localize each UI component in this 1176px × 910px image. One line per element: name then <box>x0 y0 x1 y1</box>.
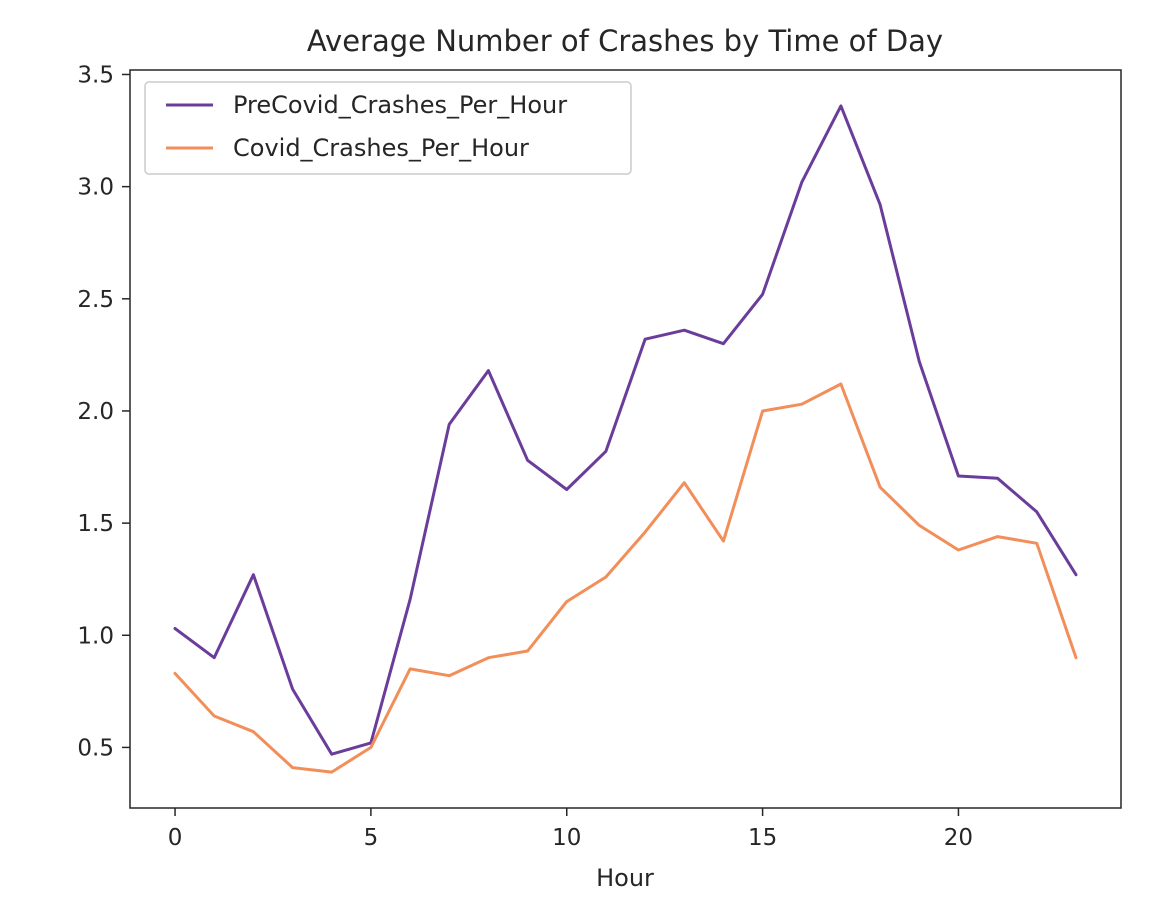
y-tick-label: 0.5 <box>77 735 114 761</box>
series-line-1 <box>173 382 1078 774</box>
y-tick-label: 3.5 <box>77 62 114 88</box>
x-tick-label: 0 <box>168 825 183 851</box>
y-tick-label: 1.5 <box>77 511 114 537</box>
y-tick-label: 2.5 <box>77 287 114 313</box>
legend-box <box>144 81 632 175</box>
chart-title: Average Number of Crashes by Time of Day <box>307 24 943 58</box>
y-tick-label: 3.0 <box>77 175 114 201</box>
x-tick-label: 10 <box>552 825 581 851</box>
x-axis-ticks: 0 5 10 15 20 <box>168 808 973 851</box>
legend-label-covid: Covid_Crashes_Per_Hour <box>233 134 529 162</box>
y-axis-ticks: 0.5 1.0 1.5 2.0 2.5 3.0 3.5 <box>77 62 130 761</box>
y-tick-label: 1.0 <box>77 623 114 649</box>
series-lines <box>173 104 1078 774</box>
plot-area-frame <box>129 69 1122 809</box>
series-line-0 <box>173 104 1078 756</box>
x-tick-label: 15 <box>748 825 777 851</box>
x-axis-label: Hour <box>596 864 654 892</box>
y-tick-label: 2.0 <box>77 399 114 425</box>
x-tick-label: 20 <box>944 825 973 851</box>
x-tick-label: 5 <box>364 825 379 851</box>
legend: PreCovid_Crashes_Per_Hour Covid_Crashes_… <box>144 81 632 175</box>
legend-label-precovid: PreCovid_Crashes_Per_Hour <box>233 91 567 119</box>
